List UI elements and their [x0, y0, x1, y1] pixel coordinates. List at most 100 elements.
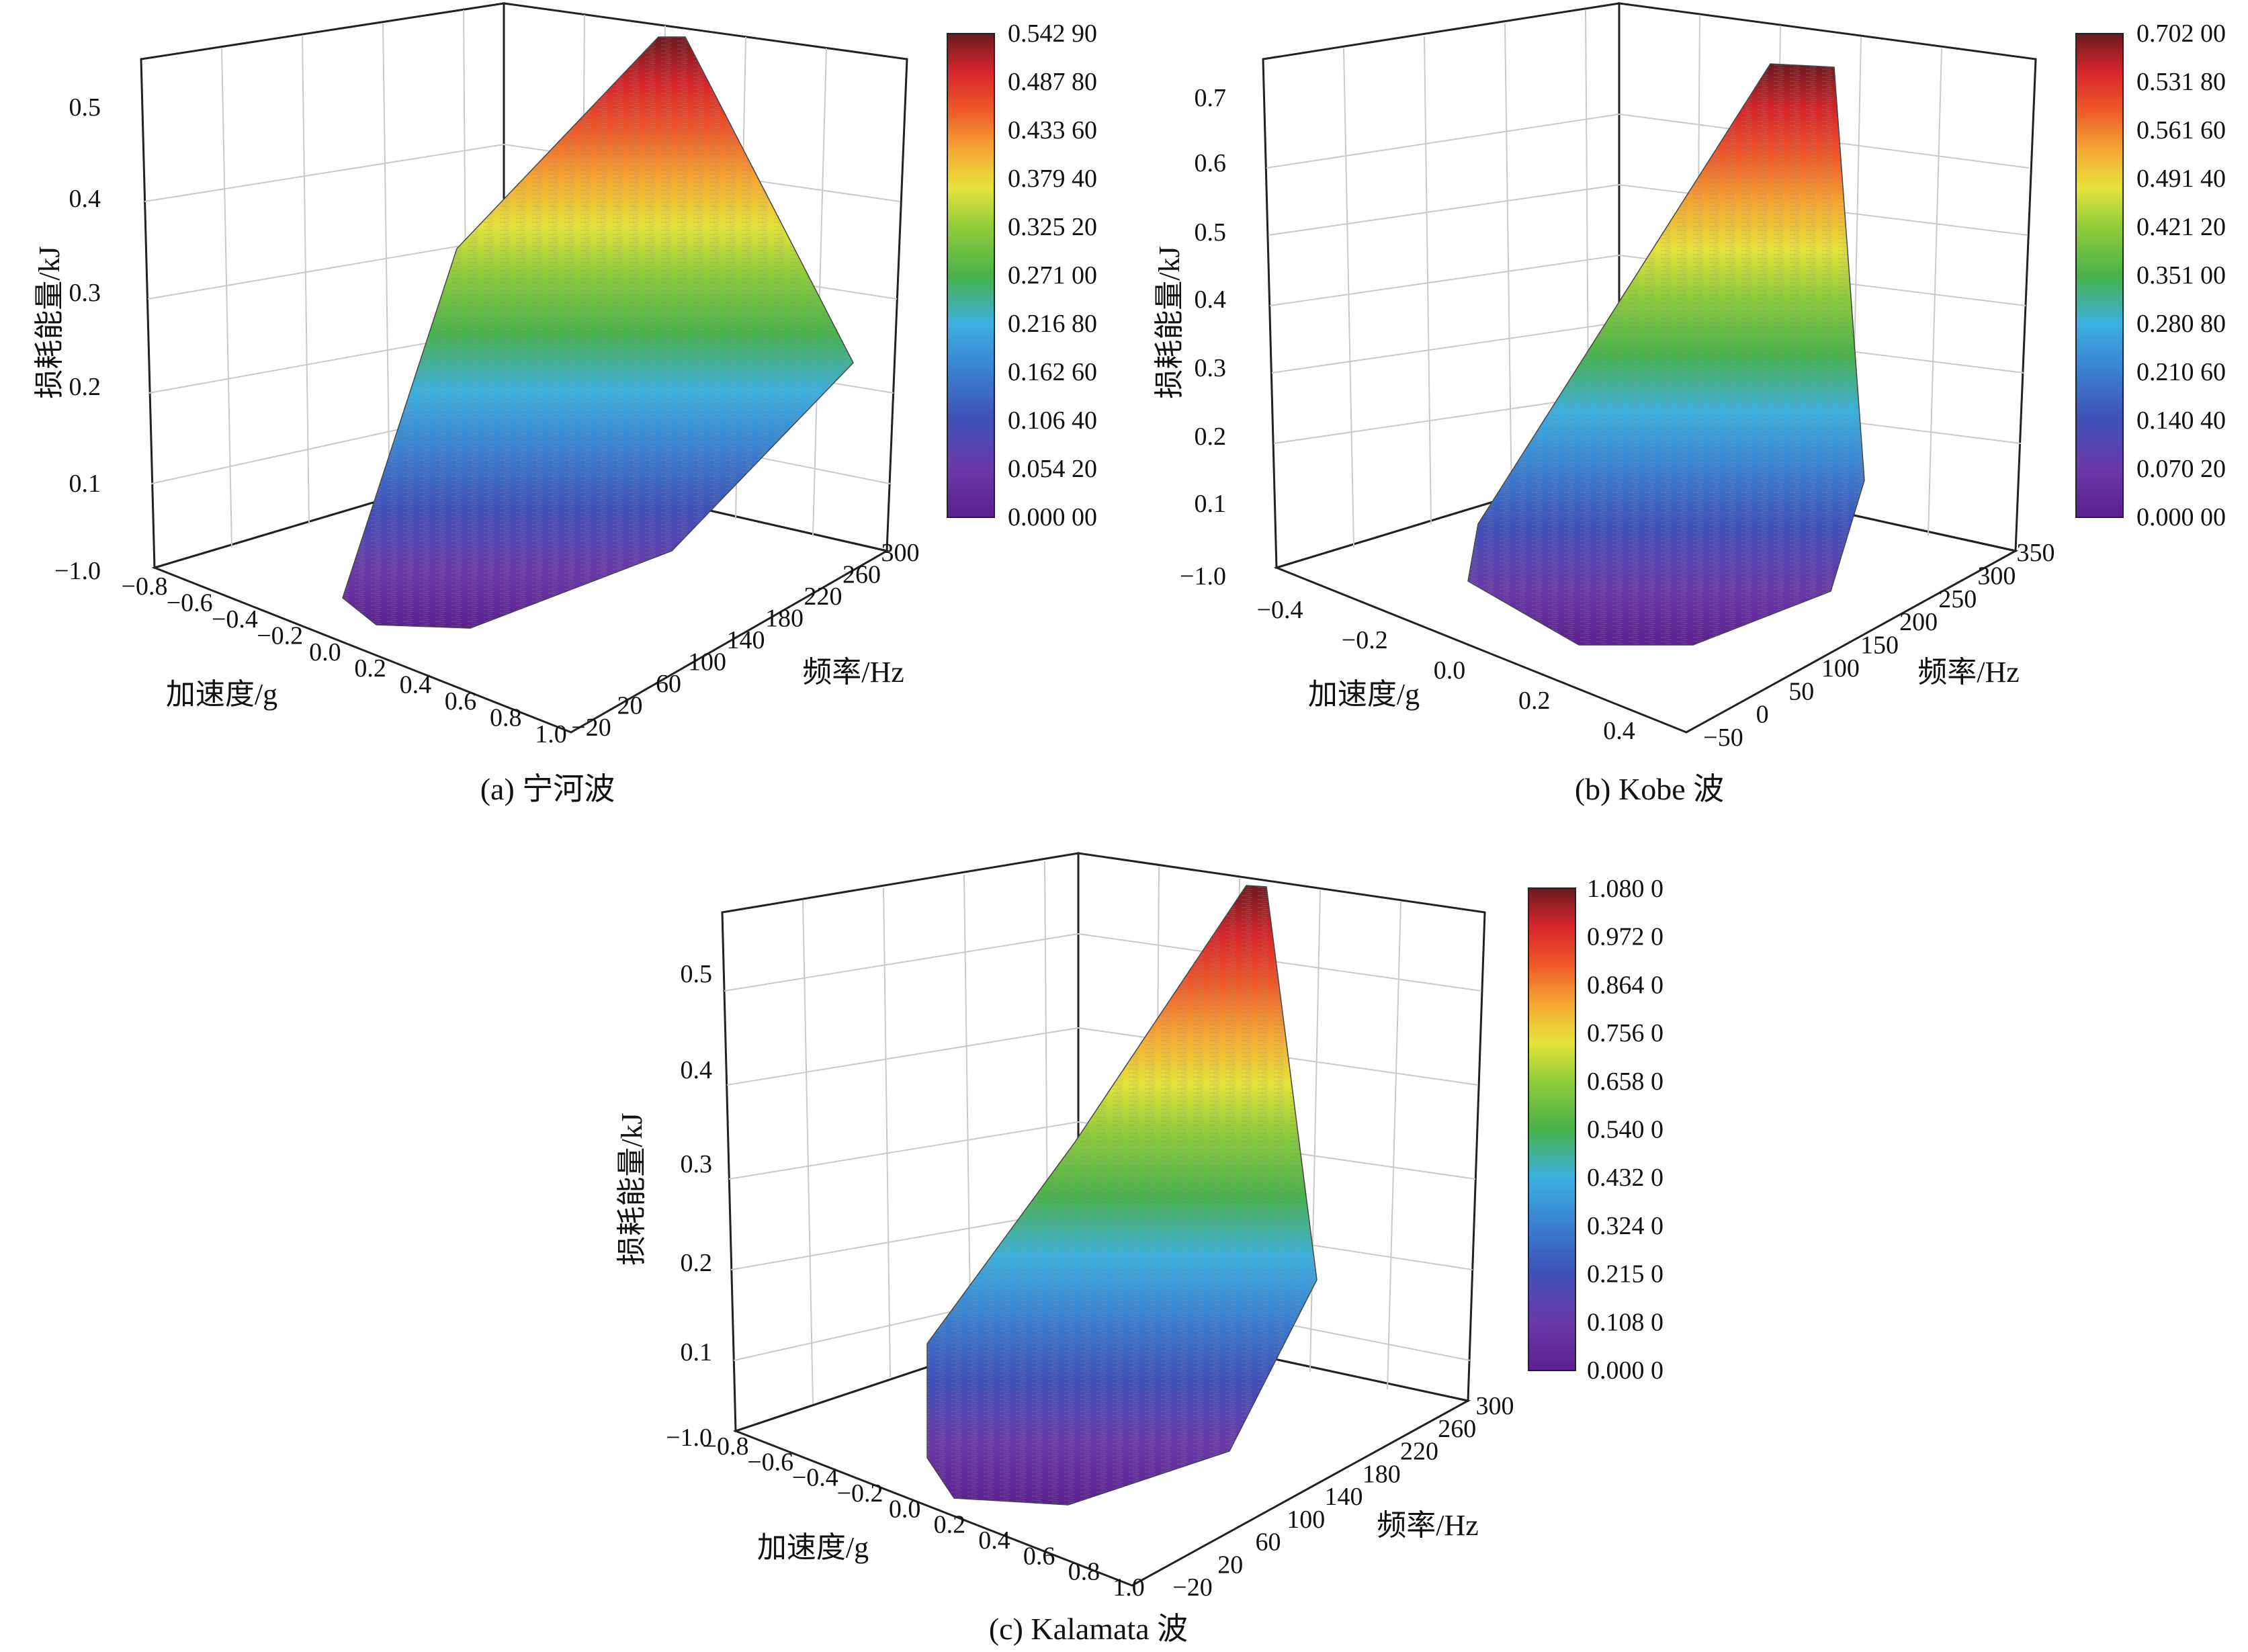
y-tick-0-8: 300 [881, 539, 920, 567]
cbar-tick-1-4: 0.421 20 [2136, 213, 2226, 241]
x-tick-1-1: −0.2 [1342, 626, 1388, 654]
cbar-tick-1-8: 0.140 40 [2136, 406, 2226, 435]
ticks-b: −0.4 −0.2 0.0 0.2 0.4 −50 0 5010015020025030035… [1180, 19, 2226, 752]
caption-b: (b) Kobe 波 [1575, 772, 1724, 806]
zlabel-c: 损耗能量/kJ [615, 1113, 648, 1265]
y-tick-0-4: 140 [727, 626, 765, 654]
x-tick-1-2: 0.0 [1434, 656, 1466, 685]
x-tick-2-3: −0.2 [837, 1479, 883, 1508]
colorbar-b-bar [2075, 33, 2124, 518]
y-tick-2-1: 20 [1217, 1551, 1243, 1579]
ylabel-a: 频率/Hz [802, 656, 904, 689]
x-tick-2-1: −0.6 [747, 1448, 793, 1476]
cbar-tick-2-7: 0.324 0 [1587, 1212, 1663, 1240]
y-tick-1-7: 300 [1977, 562, 2016, 590]
cbar-tick-0-5: 0.271 00 [1008, 261, 1097, 290]
cbar-tick-0-4: 0.325 20 [1008, 213, 1097, 241]
y-tick-1-5: 200 [1899, 608, 1938, 636]
y-tick-1-4: 150 [1860, 632, 1899, 660]
y-tick-0-7: 260 [842, 561, 881, 589]
z-tick-1-4: 0.4 [1195, 286, 1227, 314]
z-tick-0-4: 0.4 [69, 185, 101, 213]
y-tick-0-3: 100 [688, 648, 726, 677]
x-tick-2-7: 0.6 [1023, 1542, 1055, 1570]
noise-overlay-c [927, 885, 1317, 1505]
z-tick-0-1: 0.1 [69, 470, 101, 498]
y-tick-0-1: 20 [617, 692, 643, 720]
cbar-tick-0-1: 0.487 80 [1008, 68, 1097, 96]
y-tick-2-6: 220 [1400, 1438, 1438, 1466]
colorbar-c [1528, 887, 1576, 1371]
x-tick-0-8: 0.8 [490, 704, 522, 732]
y-tick-1-2: 50 [1788, 677, 1814, 705]
x-tick-0-4: 0.0 [309, 638, 341, 666]
cbar-tick-0-6: 0.216 80 [1008, 310, 1097, 338]
z-tick-2-1: 0.1 [681, 1338, 713, 1366]
z-tick-2-4: 0.4 [681, 1056, 713, 1084]
x-tick-0-7: 0.6 [445, 687, 477, 715]
y-tick-1-8: 350 [2017, 539, 2055, 567]
colorbar-a-bar [947, 33, 995, 518]
y-tick-0-5: 180 [765, 605, 804, 633]
x-tick-0-3: −0.2 [257, 621, 303, 650]
colorbar-a [947, 33, 995, 518]
x-tick-2-4: 0.0 [889, 1495, 921, 1523]
z-tick-0-2: 0.2 [69, 373, 101, 401]
y-tick-2-2: 60 [1256, 1528, 1281, 1557]
y-tick-0-0: −20 [571, 713, 611, 742]
zlabel-a: 损耗能量/kJ [33, 246, 66, 398]
x-tick-1-3: 0.2 [1518, 687, 1551, 715]
x-tick-0-1: −0.6 [167, 589, 213, 617]
caption-a: (a) 宁河波 [480, 772, 615, 806]
cbar-tick-1-0: 0.702 00 [2136, 19, 2226, 48]
cbar-tick-1-7: 0.210 60 [2136, 358, 2226, 386]
x-tick-0-2: −0.4 [212, 605, 258, 634]
z-tick-1-7: 0.7 [1195, 84, 1227, 112]
colorbar-c-bar [1528, 887, 1576, 1371]
y-tick-2-8: 300 [1476, 1392, 1514, 1420]
xlabel-c: 加速度/g [757, 1531, 869, 1564]
cbar-tick-0-0: 0.542 90 [1008, 19, 1097, 48]
cbar-tick-1-10: 0.000 00 [2136, 503, 2226, 531]
zlabel-b: 损耗能量/kJ [1153, 246, 1186, 398]
z-tick-2-3: 0.3 [681, 1150, 713, 1178]
cbar-tick-2-2: 0.864 0 [1587, 971, 1663, 999]
cbar-tick-2-8: 0.215 0 [1587, 1260, 1663, 1289]
cbar-tick-2-10: 0.000 0 [1587, 1356, 1663, 1385]
cbar-tick-0-2: 0.433 60 [1008, 116, 1097, 144]
z-tick-1-6: 0.6 [1195, 149, 1227, 177]
ylabel-b: 频率/Hz [1917, 656, 2020, 689]
cbar-tick-2-9: 0.108 0 [1587, 1308, 1663, 1336]
x-tick-2-6: 0.4 [978, 1526, 1010, 1555]
cbar-tick-1-6: 0.280 80 [2136, 310, 2226, 338]
cbar-tick-2-6: 0.432 0 [1587, 1164, 1663, 1192]
xlabel-b: 加速度/g [1308, 678, 1420, 711]
cbar-tick-0-3: 0.379 40 [1008, 165, 1097, 193]
y-tick-1-0: −50 [1703, 724, 1743, 752]
x-tick-1-0: −0.4 [1257, 596, 1303, 624]
y-tick-1-3: 100 [1821, 654, 1860, 683]
cbar-tick-1-3: 0.491 40 [2136, 165, 2226, 193]
xlabel-a: 加速度/g [166, 678, 277, 711]
x-tick-0-5: 0.2 [354, 654, 386, 683]
z-tick-1-1: 0.1 [1195, 490, 1227, 518]
x-tick-0-6: 0.4 [400, 671, 432, 699]
cbar-tick-0-8: 0.106 40 [1008, 406, 1097, 435]
y-tick-1-1: 0 [1756, 701, 1769, 729]
cbar-tick-1-5: 0.351 00 [2136, 261, 2226, 290]
cbar-tick-0-7: 0.162 60 [1008, 358, 1097, 386]
y-tick-2-0: −20 [1172, 1573, 1212, 1602]
panel-b-kobe: −0.4 −0.2 0.0 0.2 0.4 −50 0 5010015020025030035… [1153, 2, 2226, 806]
z-tick-0-0: −1.0 [54, 557, 101, 585]
cbar-tick-0-10: 0.000 00 [1008, 503, 1097, 531]
x-tick-2-2: −0.4 [792, 1464, 838, 1492]
cbar-tick-1-2: 0.561 60 [2136, 116, 2226, 144]
y-tick-2-4: 140 [1325, 1483, 1363, 1511]
z-tick-1-2: 0.2 [1195, 423, 1227, 451]
x-tick-2-5: 0.2 [934, 1511, 966, 1539]
x-tick-0-9: 1.0 [535, 720, 567, 748]
